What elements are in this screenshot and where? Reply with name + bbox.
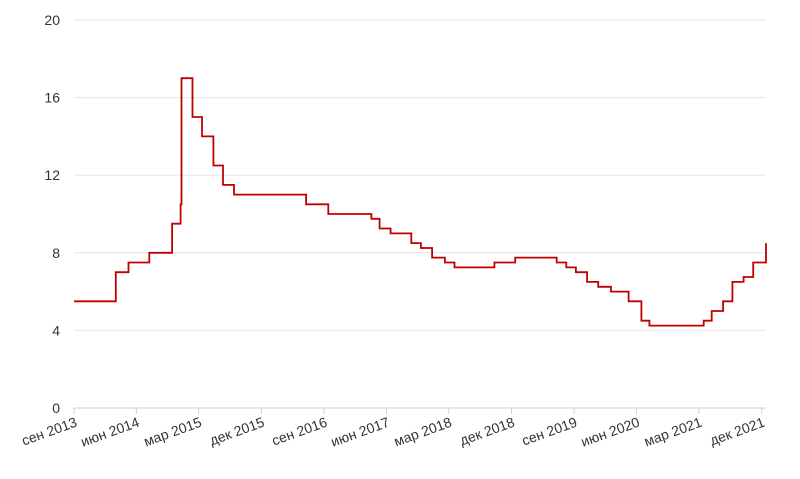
- series-line: [74, 77, 767, 327]
- y-tick-label: 16: [44, 90, 60, 106]
- x-tick-label: мар 2021: [642, 414, 704, 450]
- x-tick-label: сен 2019: [520, 414, 580, 449]
- x-tick-label: сен 2013: [19, 414, 79, 449]
- x-tick-label: дек 2021: [708, 414, 767, 449]
- x-tick-label: мар 2015: [142, 414, 204, 450]
- x-axis: сен 2013 июн 2014 мар 2015 дек 2015 сен 2016…: [19, 408, 767, 450]
- x-tick-label: июн 2020: [579, 414, 642, 450]
- x-tick-label: дек 2015: [207, 414, 266, 449]
- grid: [74, 19, 766, 409]
- y-tick-label: 4: [52, 322, 60, 338]
- x-tick-label: июн 2017: [329, 414, 392, 450]
- plot-area: [74, 77, 767, 327]
- y-tick-label: 12: [44, 167, 60, 183]
- y-axis: 0 4 8 12 16 20: [44, 12, 60, 416]
- x-tick-label: сен 2016: [270, 414, 330, 449]
- x-tick-label: дек 2018: [457, 414, 516, 449]
- y-tick-label: 8: [52, 245, 60, 261]
- y-tick-label: 20: [44, 12, 60, 28]
- x-tick-label: июн 2014: [78, 414, 141, 450]
- y-tick-label: 0: [52, 400, 60, 416]
- x-tick-label: мар 2018: [392, 414, 454, 450]
